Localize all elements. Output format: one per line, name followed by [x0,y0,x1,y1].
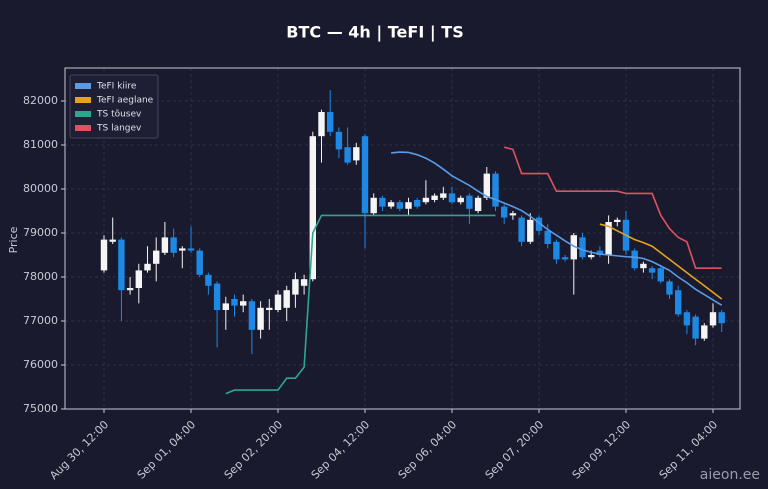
y-tick-label: 78000 [23,270,58,283]
legend-swatch [75,97,91,103]
candle-body [283,290,290,308]
y-tick-label: 82000 [23,94,58,107]
candle-body [431,195,438,200]
candle-body [292,279,299,295]
candle-body [327,112,334,132]
legend: TeFI kiire TeFI aeglane TS tõusev TS langev [69,74,159,139]
candle-body [387,202,395,207]
candle-body [457,197,464,203]
candle-body [144,263,151,271]
candle-body [231,299,238,306]
candle-body [614,219,621,222]
candle-body [544,230,551,244]
candle-body [675,290,682,315]
candle-body [344,147,351,163]
legend-swatch [75,83,91,89]
candle-body [240,301,247,306]
candle-body [248,301,256,330]
candle-body [353,147,360,161]
legend-box [69,74,159,139]
candle-body [588,255,595,258]
candle-body [379,197,386,207]
candle-body [361,136,369,214]
candle-body [335,131,343,150]
candle-body [153,250,160,264]
y-tick-label: 75000 [23,402,58,415]
candle-body [179,248,186,251]
candle-body [709,312,717,326]
candle-body [605,222,612,255]
candle-body [657,268,664,282]
candle-body [222,303,229,310]
candle-body [266,307,273,310]
candle-body [535,217,543,231]
candle-body [300,279,308,286]
candle-body [135,270,142,288]
candle-body [161,237,169,253]
y-tick-label: 79000 [23,226,58,239]
candle-body [570,235,577,260]
candle-body [518,217,525,242]
candle-body [692,316,699,339]
y-tick-label: 77000 [23,314,58,327]
legend-swatch [75,111,91,117]
legend-label: TS langev [96,124,142,134]
candle-body [118,239,125,291]
legend-swatch [75,125,91,131]
candle-body [205,274,212,286]
plot-frame [64,67,741,410]
candle-body [509,213,517,216]
chart-title: BTC — 4h | TeFI | TS [286,23,463,43]
legend-label: TS tõusev [96,110,142,120]
candle-body [274,294,282,310]
candle-body [701,325,708,339]
candle-body [370,197,377,214]
watermark: aieon.ee [700,467,760,483]
indicator-line [599,223,723,300]
candle-body [396,202,403,209]
candle-body [448,193,456,203]
indicator-line [504,146,722,269]
candle-body [640,263,647,269]
candle-body [718,312,725,324]
y-tick-label: 81000 [23,138,58,151]
y-axis-label: Price [7,226,20,253]
candle-body [318,112,325,137]
candle-body [579,237,586,258]
candle-body [309,136,316,280]
candle-body [631,250,638,269]
candle-body [483,173,490,198]
candle-body [257,307,264,330]
indicator-line [391,151,723,306]
candle-body [414,200,421,207]
candle-body [596,250,604,255]
candle-body [561,257,569,260]
candle-body [196,250,203,275]
candle-body [440,193,447,198]
candle-body [405,202,412,209]
candle-body [553,241,560,260]
candle-body [683,312,691,326]
candle-body [492,173,499,207]
candle-body [126,288,134,291]
candle-body [170,237,177,253]
y-tick-label: 80000 [23,182,58,195]
candle-body [213,283,221,310]
candle-body [648,268,656,273]
candle-body [422,197,430,203]
candle-body [466,195,473,209]
candle-body [187,248,195,251]
legend-label: TeFI kiire [96,82,137,92]
candle-body [109,239,116,242]
candle-body [666,281,673,295]
y-tick-label: 76000 [23,358,58,371]
candle-body [474,197,482,211]
candle-body [527,219,534,242]
candle-body [100,239,108,271]
legend-label: TeFI aeglane [96,96,154,106]
candle-body [501,206,508,218]
indicator-line [225,214,496,395]
